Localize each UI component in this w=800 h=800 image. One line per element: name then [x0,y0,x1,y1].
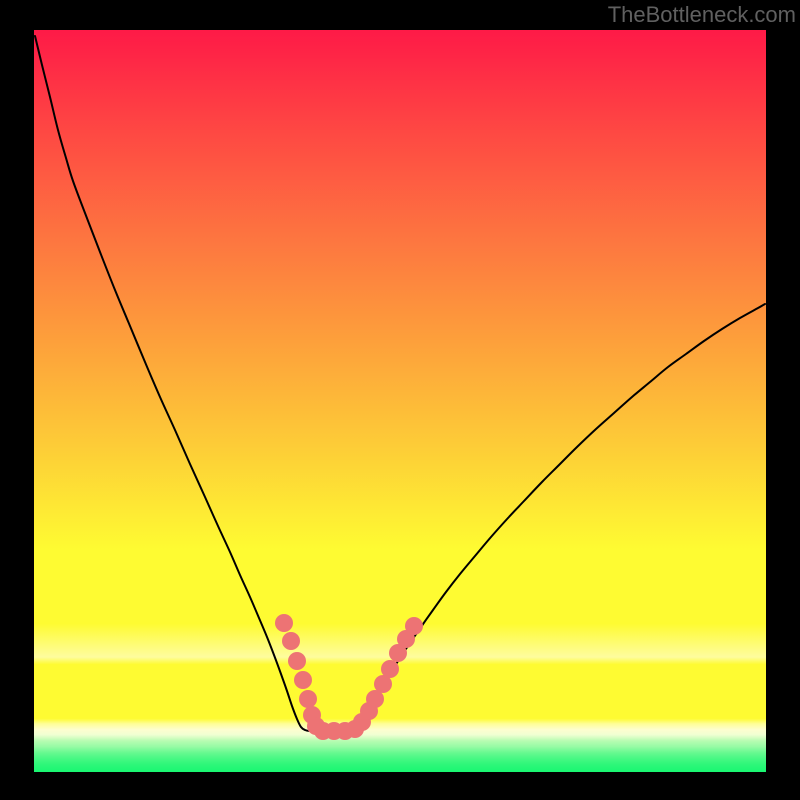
bottleneck-chart [0,0,800,800]
stage: TheBottleneck.com [0,0,800,800]
marker-dot [288,652,306,670]
marker-dot [299,690,317,708]
watermark-text: TheBottleneck.com [608,2,796,28]
marker-dot [282,632,300,650]
marker-dot [275,614,293,632]
marker-dot [294,671,312,689]
marker-dot [381,660,399,678]
marker-dot [405,617,423,635]
